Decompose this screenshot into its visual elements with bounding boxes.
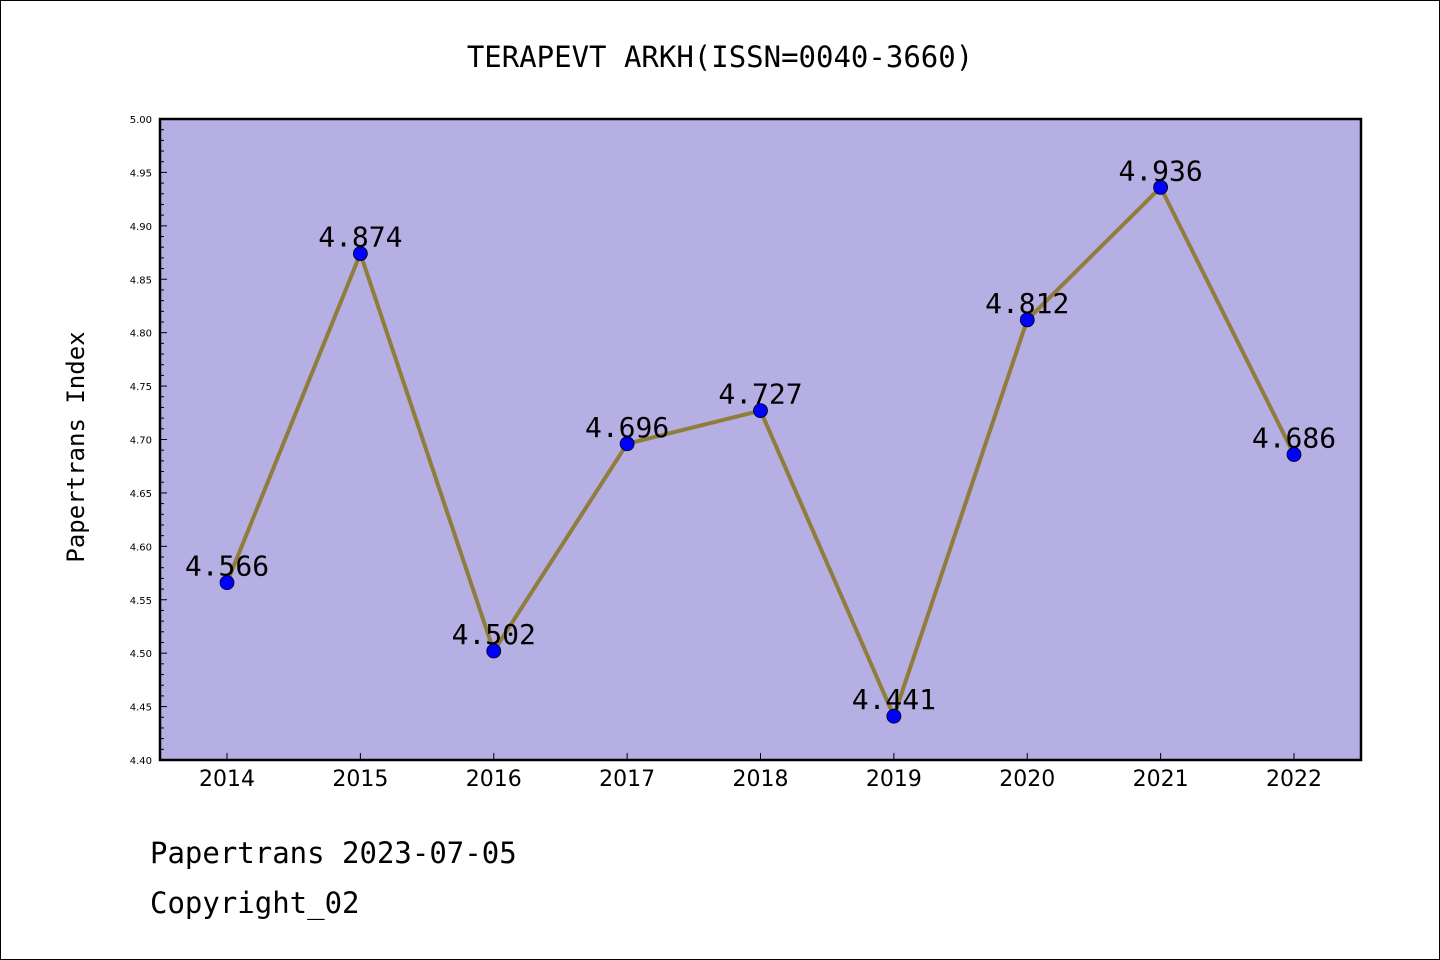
footer-copyright: Copyright_02	[150, 886, 360, 920]
data-point	[886, 708, 902, 724]
data-point	[352, 246, 368, 262]
x-tick-label: 2021	[1133, 767, 1189, 792]
data-point	[1153, 179, 1169, 195]
y-axis-label: Papertrans Index	[62, 331, 90, 562]
y-tick-label: 4.80	[130, 329, 152, 340]
y-tick-label: 4.85	[130, 275, 152, 286]
chart-title: TERAPEVT ARKH(ISSN=0040-3660)	[467, 40, 973, 74]
data-point	[1019, 312, 1035, 328]
data-label: 4.441	[852, 683, 936, 716]
x-tick-label: 2015	[332, 767, 388, 792]
data-point	[486, 643, 502, 659]
axis-ticks	[160, 118, 1295, 761]
data-label: 4.502	[452, 618, 536, 651]
data-point	[753, 403, 768, 419]
y-tick-label: 4.65	[130, 489, 152, 500]
x-tick-label: 2018	[733, 767, 789, 792]
data-point	[219, 575, 235, 591]
data-label: 4.686	[1252, 421, 1336, 454]
plot-area	[158, 117, 1363, 762]
data-label: 4.696	[585, 411, 669, 444]
label-group: 4.40 4.45 4.50 4.55 4.60 4.65 4.70 4.75 4.80 4.85…	[130, 115, 1336, 792]
data-label: 4.812	[985, 287, 1069, 320]
y-tick-label: 4.40	[130, 756, 152, 767]
x-tick-label: 2014	[199, 767, 255, 792]
series-group	[219, 179, 1302, 724]
y-tick-label: 4.90	[130, 222, 152, 233]
data-label: 4.566	[185, 550, 269, 583]
y-tick-label: 4.70	[130, 436, 152, 447]
x-tick-label: 2022	[1266, 767, 1322, 792]
data-label: 4.936	[1118, 154, 1202, 187]
data-label: 4.727	[718, 378, 802, 411]
y-tick-label: 5.00	[130, 115, 152, 126]
y-tick-label: 4.50	[130, 649, 152, 660]
y-tick-label: 4.55	[130, 596, 152, 607]
x-tick-label: 2020	[999, 767, 1055, 792]
data-point	[619, 436, 635, 452]
x-tick-label: 2016	[466, 767, 522, 792]
x-tick-label: 2019	[866, 767, 922, 792]
y-tick-label: 4.45	[130, 703, 152, 714]
footer-date: Papertrans 2023-07-05	[150, 836, 517, 870]
y-tick-label: 4.95	[130, 168, 152, 179]
x-tick-label: 2017	[599, 767, 655, 792]
data-point	[1286, 447, 1302, 462]
y-tick-label: 4.75	[130, 382, 152, 393]
data-label: 4.874	[318, 221, 402, 254]
y-tick-label: 4.60	[130, 542, 152, 553]
